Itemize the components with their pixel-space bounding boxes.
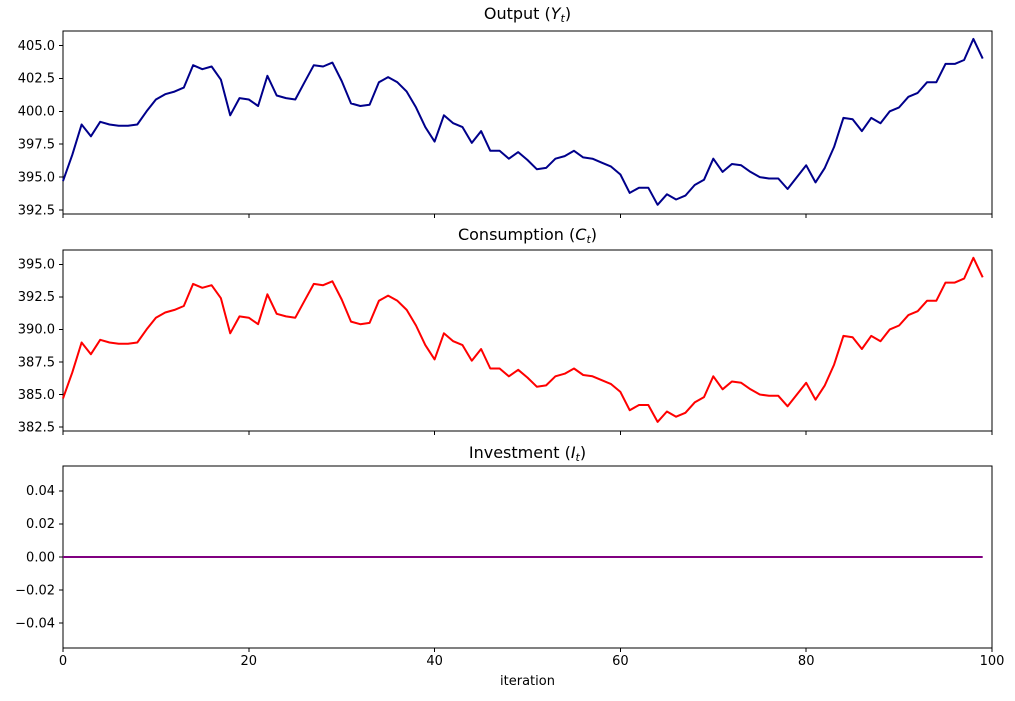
investment-ytick-label-4: −0.04 <box>15 616 55 631</box>
output-line <box>62 37 984 206</box>
investment-ytick-label-0: 0.04 <box>26 484 55 499</box>
output-title-subscript: t <box>560 12 565 25</box>
consumption-title-suffix: ) <box>590 225 598 244</box>
investment-title-subscript: t <box>575 451 580 464</box>
xtick-label-5: 100 <box>980 654 1005 669</box>
output-ytick-label-0: 405.0 <box>18 39 55 54</box>
output-title-suffix: ) <box>564 4 572 23</box>
investment-title-suffix: ) <box>579 443 587 462</box>
investment-chart: 0.04 0.02 0.00 −0.02 −0.04 0 20 40 60 80 100 <box>15 465 1005 669</box>
investment-title-variable: I <box>570 443 576 462</box>
output-ytick-label-4: 395.0 <box>18 170 55 185</box>
consumption-plot-border <box>62 249 993 432</box>
investment-ytick-label-3: −0.02 <box>15 583 55 598</box>
output-ytick-label-1: 402.5 <box>18 72 55 87</box>
output-ytick-label-2: 400.0 <box>18 105 55 120</box>
consumption-ytick-label-5: 382.5 <box>18 420 55 435</box>
consumption-line <box>62 256 984 423</box>
consumption-title-prefix: Consumption ( <box>457 225 576 244</box>
consumption-ytick-label-2: 390.0 <box>18 323 55 338</box>
xtick-label-3: 60 <box>612 654 629 669</box>
investment-chart-title: Investment (It) <box>63 443 992 468</box>
output-ytick-label-3: 397.5 <box>18 138 55 153</box>
output-chart: 405.0 402.5 400.0 397.5 395.0 392.5 <box>18 30 993 218</box>
consumption-chart-title: Consumption (Ct) <box>63 225 992 250</box>
output-ytick-label-5: 392.5 <box>18 203 55 218</box>
investment-title-prefix: Investment ( <box>468 443 571 462</box>
x-axis-label: iteration <box>500 674 555 689</box>
consumption-chart: 395.0 392.5 390.0 387.5 385.0 382.5 <box>18 249 993 435</box>
output-title-prefix: Output ( <box>483 4 551 23</box>
xtick-label-0: 0 <box>59 654 67 669</box>
consumption-ytick-label-0: 395.0 <box>18 258 55 273</box>
xtick-label-1: 20 <box>241 654 258 669</box>
consumption-title-variable: C <box>575 225 587 244</box>
investment-ytick-label-1: 0.02 <box>26 517 55 532</box>
consumption-ytick-label-3: 387.5 <box>18 355 55 370</box>
investment-ytick-label-2: 0.00 <box>26 550 55 565</box>
xtick-label-2: 40 <box>426 654 443 669</box>
consumption-title-subscript: t <box>586 233 591 246</box>
output-chart-title: Output (Yt) <box>63 4 992 29</box>
output-plot-border <box>62 30 993 215</box>
xtick-label-4: 80 <box>798 654 815 669</box>
output-title-variable: Y <box>550 4 561 23</box>
consumption-ytick-label-1: 392.5 <box>18 290 55 305</box>
consumption-ytick-label-4: 385.0 <box>18 388 55 403</box>
